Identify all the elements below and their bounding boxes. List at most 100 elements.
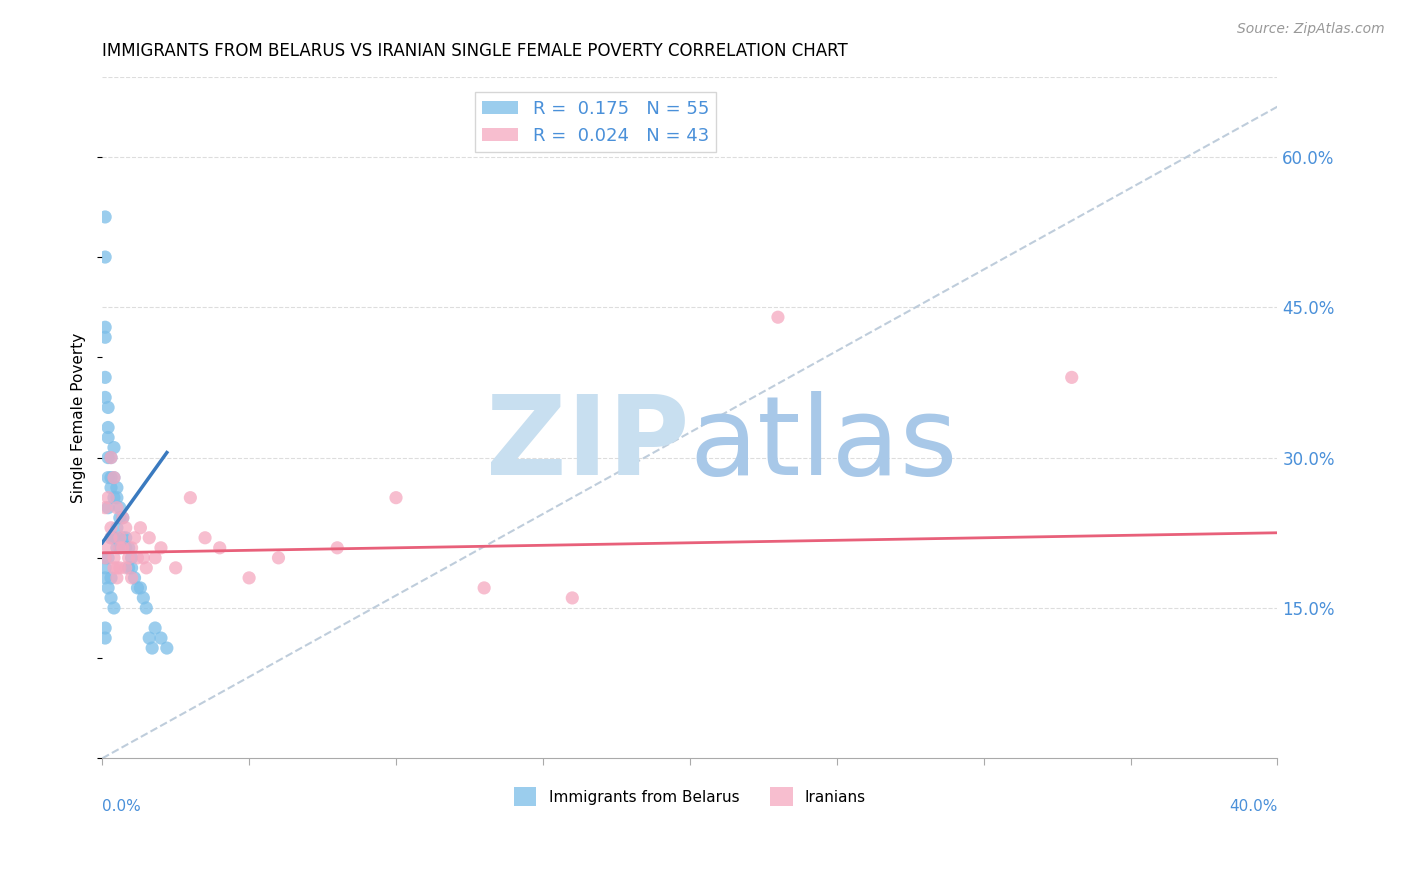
Point xyxy=(94,250,117,264)
Point xyxy=(143,550,166,565)
Point xyxy=(100,470,122,484)
Point xyxy=(94,571,117,585)
Point xyxy=(100,450,122,465)
Point xyxy=(103,441,125,455)
Point xyxy=(111,541,134,555)
Point xyxy=(121,541,143,555)
Point xyxy=(121,571,143,585)
Text: 0.0%: 0.0% xyxy=(103,799,141,814)
Point xyxy=(179,491,201,505)
Point xyxy=(97,420,120,434)
Point xyxy=(135,561,157,575)
Point xyxy=(100,571,122,585)
Point xyxy=(129,521,152,535)
Point xyxy=(127,581,149,595)
Point xyxy=(208,541,231,555)
Point xyxy=(141,641,163,656)
Point xyxy=(766,310,789,325)
Point xyxy=(114,531,136,545)
Point xyxy=(94,320,117,334)
Point xyxy=(100,450,122,465)
Point xyxy=(105,500,128,515)
Text: 40.0%: 40.0% xyxy=(1229,799,1278,814)
Text: ZIP: ZIP xyxy=(486,392,690,499)
Point xyxy=(97,541,120,555)
Point xyxy=(472,581,495,595)
Point xyxy=(165,561,187,575)
Point xyxy=(118,561,141,575)
Point xyxy=(118,541,141,555)
Point xyxy=(118,550,141,565)
Point xyxy=(103,531,125,545)
Point xyxy=(97,401,120,415)
Point xyxy=(121,561,143,575)
Point xyxy=(108,510,131,524)
Point xyxy=(100,531,122,545)
Point xyxy=(105,491,128,505)
Point xyxy=(97,450,120,465)
Point xyxy=(94,621,117,635)
Point xyxy=(97,491,120,505)
Point xyxy=(100,531,122,545)
Point xyxy=(103,601,125,615)
Point xyxy=(124,571,146,585)
Point xyxy=(94,500,117,515)
Point xyxy=(103,561,125,575)
Y-axis label: Single Female Poverty: Single Female Poverty xyxy=(72,333,86,502)
Point xyxy=(105,561,128,575)
Point xyxy=(94,631,117,645)
Text: Source: ZipAtlas.com: Source: ZipAtlas.com xyxy=(1237,22,1385,37)
Point xyxy=(111,510,134,524)
Point xyxy=(267,550,290,565)
Point xyxy=(121,550,143,565)
Point xyxy=(103,470,125,484)
Point xyxy=(105,481,128,495)
Point xyxy=(138,531,160,545)
Point xyxy=(156,641,179,656)
Point xyxy=(114,521,136,535)
Point xyxy=(149,541,172,555)
Point xyxy=(385,491,408,505)
Point xyxy=(129,581,152,595)
Point xyxy=(97,430,120,444)
Point xyxy=(105,541,128,555)
Point xyxy=(108,500,131,515)
Point xyxy=(111,531,134,545)
Text: IMMIGRANTS FROM BELARUS VS IRANIAN SINGLE FEMALE POVERTY CORRELATION CHART: IMMIGRANTS FROM BELARUS VS IRANIAN SINGL… xyxy=(103,42,848,60)
Point xyxy=(103,491,125,505)
Point xyxy=(103,550,125,565)
Point xyxy=(114,561,136,575)
Point xyxy=(143,621,166,635)
Point xyxy=(132,550,155,565)
Point xyxy=(94,210,117,224)
Text: atlas: atlas xyxy=(690,392,959,499)
Point xyxy=(100,591,122,605)
Point xyxy=(97,550,120,565)
Point xyxy=(326,541,349,555)
Point xyxy=(94,391,117,405)
Point xyxy=(124,531,146,545)
Point xyxy=(105,521,128,535)
Point xyxy=(94,550,117,565)
Point xyxy=(108,541,131,555)
Point xyxy=(114,541,136,555)
Point xyxy=(97,581,120,595)
Point xyxy=(100,481,122,495)
Point xyxy=(238,571,260,585)
Point xyxy=(94,330,117,344)
Point xyxy=(135,601,157,615)
Point xyxy=(138,631,160,645)
Point xyxy=(94,550,117,565)
Point xyxy=(94,370,117,384)
Point xyxy=(1060,370,1083,384)
Point xyxy=(194,531,217,545)
Point xyxy=(108,541,131,555)
Point xyxy=(103,470,125,484)
Legend: R =  0.175   N = 55, R =  0.024   N = 43: R = 0.175 N = 55, R = 0.024 N = 43 xyxy=(475,93,717,152)
Point xyxy=(97,500,120,515)
Point xyxy=(105,571,128,585)
Point xyxy=(94,561,117,575)
Point xyxy=(111,510,134,524)
Point xyxy=(108,561,131,575)
Point xyxy=(100,521,122,535)
